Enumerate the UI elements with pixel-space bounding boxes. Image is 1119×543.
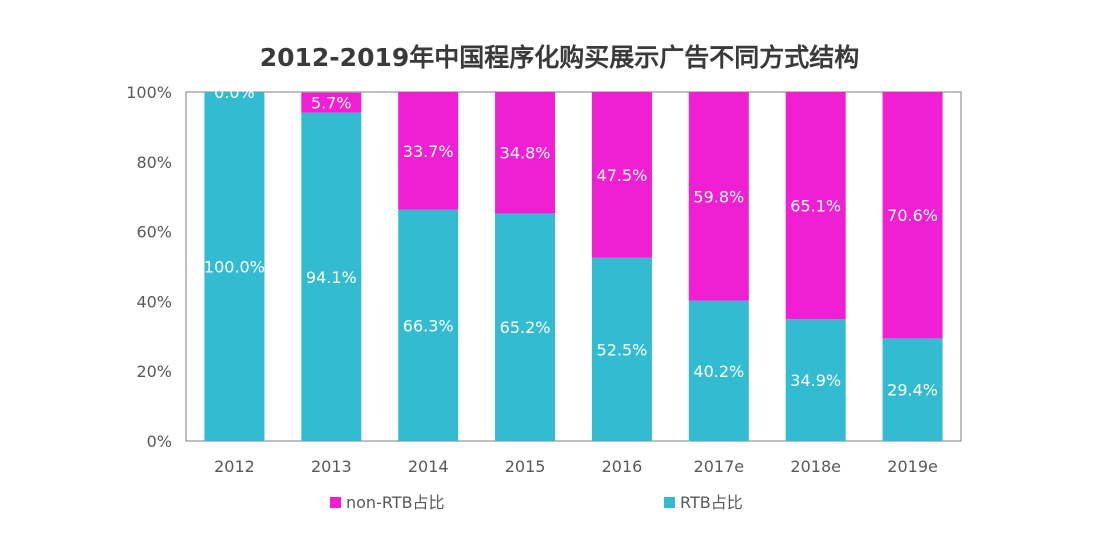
bar-rtb — [785, 319, 846, 441]
data-label-non-rtb: 5.7% — [311, 94, 352, 113]
legend-swatch — [664, 497, 675, 508]
data-label-non-rtb: 59.8% — [693, 187, 744, 206]
bars: 100.0% 0.0% 94.1% 5.7% 66.3% 33.7% 65.2% 34.8% 5… — [204, 83, 943, 441]
y-axis: 0% 20% 40% 60% 80% 100% — [126, 83, 962, 451]
bar-non-rtb — [301, 92, 362, 113]
data-label-non-rtb: 33.7% — [403, 142, 454, 161]
data-label-rtb: 29.4% — [887, 381, 938, 400]
bar-rtb — [301, 112, 362, 441]
bar-rtb — [688, 300, 749, 441]
data-label-rtb: 52.5% — [597, 340, 648, 359]
x-tick-label: 2015 — [505, 457, 546, 476]
x-tick-label: 2014 — [408, 457, 449, 476]
bar-non-rtb — [688, 92, 749, 301]
legend-label: RTB占比 — [680, 493, 743, 512]
bar-non-rtb — [495, 92, 556, 214]
plot-frame — [185, 91, 962, 442]
bar-rtb — [591, 257, 652, 441]
data-label-rtb: 94.1% — [306, 268, 357, 287]
bar-rtb — [882, 338, 943, 441]
bar-non-rtb — [785, 92, 846, 320]
legend-label: non-RTB占比 — [346, 493, 445, 512]
x-tick-label: 2019e — [887, 457, 938, 476]
y-tick-label: 20% — [136, 362, 172, 381]
y-tick-label: 0% — [147, 432, 172, 451]
bar-non-rtb — [591, 92, 652, 258]
bar-non-rtb — [882, 92, 943, 339]
chart-title: 2012-2019年中国程序化购买展示广告不同方式结构 — [259, 43, 860, 72]
bar-non-rtb — [398, 92, 459, 210]
legend-swatch — [330, 497, 341, 508]
data-label-rtb: 40.2% — [693, 362, 744, 381]
data-label-rtb: 100.0% — [204, 258, 265, 277]
y-tick-label: 60% — [136, 223, 172, 242]
legend: non-RTB占比 RTB占比 — [330, 493, 743, 512]
y-tick-label: 40% — [136, 292, 172, 311]
y-tick-label: 100% — [126, 83, 172, 102]
x-tick-label: 2018e — [790, 457, 841, 476]
data-label-rtb: 65.2% — [500, 318, 551, 337]
x-tick-label: 2013 — [311, 457, 352, 476]
bar-rtb — [495, 213, 556, 441]
data-label-non-rtb: 47.5% — [597, 166, 648, 185]
data-label-non-rtb: 34.8% — [500, 144, 551, 163]
bar-rtb — [398, 209, 459, 441]
x-tick-label: 2016 — [602, 457, 643, 476]
y-tick-label: 80% — [136, 153, 172, 172]
x-tick-label: 2017e — [694, 457, 745, 476]
data-label-rtb: 34.9% — [790, 371, 841, 390]
bar-rtb — [204, 92, 265, 441]
x-axis: 2012 2013 2014 2015 2016 2017e 2018e 2019e — [214, 457, 938, 476]
data-label-non-rtb: 65.1% — [790, 197, 841, 216]
data-label-rtb: 66.3% — [403, 316, 454, 335]
data-label-non-rtb: 0.0% — [214, 83, 255, 102]
data-label-non-rtb: 70.6% — [887, 206, 938, 225]
x-tick-label: 2012 — [214, 457, 255, 476]
